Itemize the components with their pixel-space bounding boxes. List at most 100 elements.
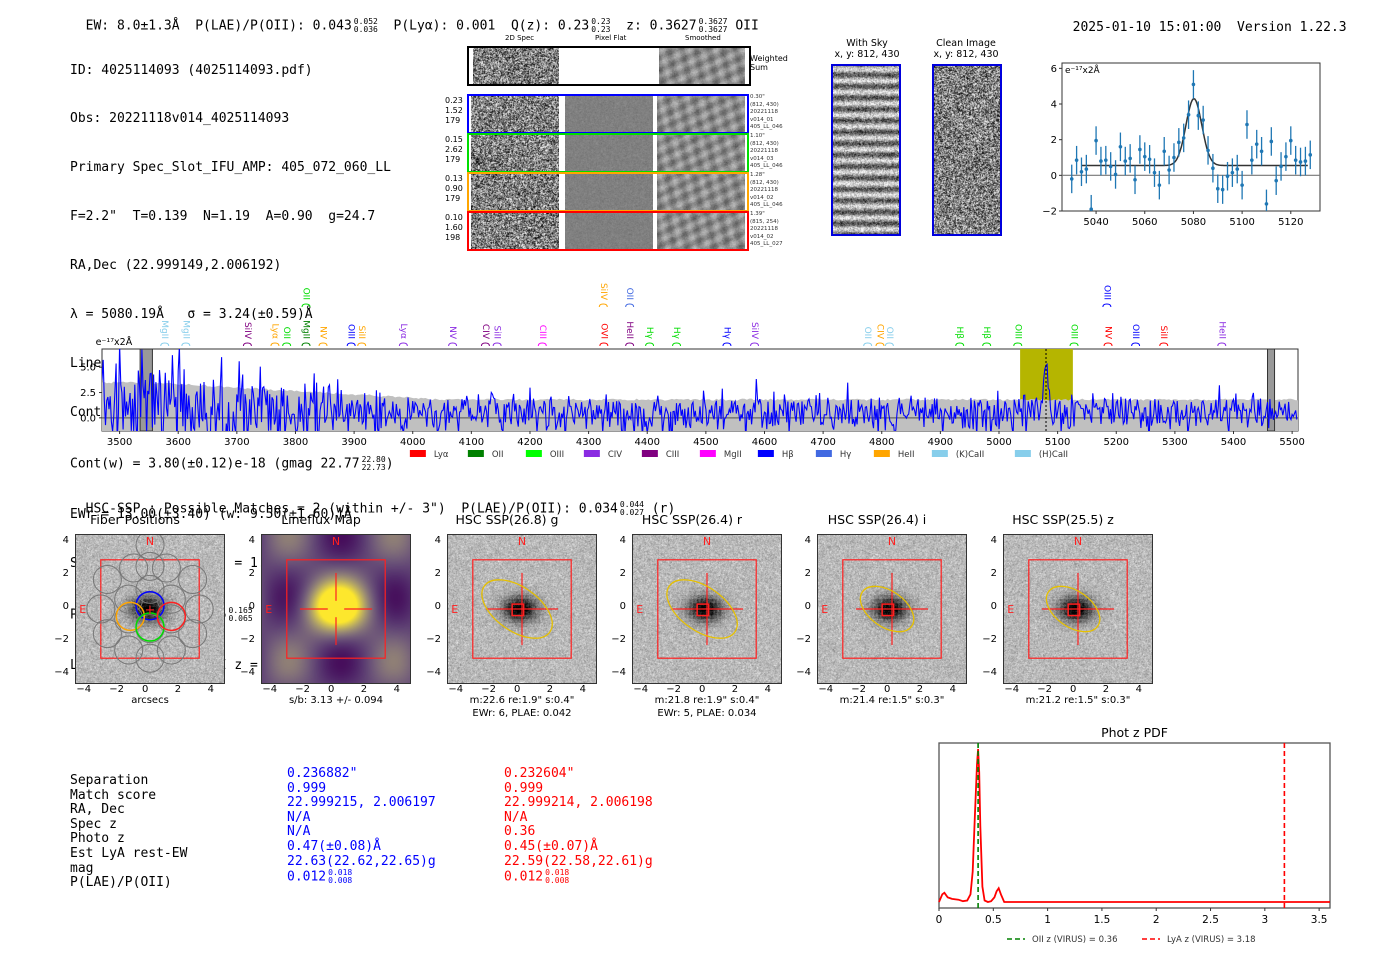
match-label: RA, Dec: [70, 802, 125, 818]
fiber-circle: [135, 614, 165, 644]
x-tick-label: 0: [884, 684, 891, 695]
y-tick-label: 4: [804, 535, 811, 547]
x-tick-label: 4: [393, 684, 400, 695]
x-tick-label: 0: [514, 684, 521, 695]
data-point: [1172, 143, 1176, 172]
fiber-circle: [156, 584, 186, 614]
legend-item: LyA z (VIRUS) = 3.18: [1142, 935, 1256, 945]
emission-line-label: OII: [884, 327, 894, 339]
east-label: E: [79, 603, 86, 616]
clean-image: [932, 64, 1002, 236]
x-tick-label: 4300: [576, 437, 601, 448]
source-ellipse: [1045, 585, 1101, 633]
emission-line-marker: OIII: [1069, 324, 1079, 347]
emission-line-marker: OIII: [1130, 324, 1140, 347]
y-axis: 4 2 0 −2 −4: [602, 534, 630, 684]
x-tick-label: 4: [1135, 684, 1142, 695]
weighted-smoothed-image: [659, 48, 745, 84]
y-tick-label: −4: [611, 666, 626, 678]
legend-item: OII z (VIRUS) = 0.36: [1007, 935, 1118, 945]
y-tick-label: −2: [982, 633, 997, 645]
x-tick-label: −4: [76, 684, 92, 695]
panel-caption: arcsecs: [131, 695, 169, 706]
data-point: [1089, 194, 1094, 212]
emission-line-marker: SiIV: [598, 283, 608, 308]
y-tick-label: 4: [990, 535, 997, 547]
x-tick-label: −4: [262, 684, 278, 695]
row-2dspec-image: [471, 96, 559, 132]
x-tick-label: −2: [481, 684, 496, 695]
emission-line-label: OII: [281, 327, 291, 339]
match-label: Match score: [70, 787, 157, 803]
data-point: [1293, 145, 1298, 175]
plot-frame: [1061, 62, 1321, 212]
svg-text:Hγ: Hγ: [840, 450, 851, 460]
y-tick-label: 2: [434, 568, 441, 580]
fiber-circle: [114, 604, 144, 634]
data-point: [1288, 126, 1293, 155]
match-value: 0.36: [504, 824, 536, 840]
panel-overlay: NE: [265, 535, 386, 659]
data-point: [1269, 127, 1274, 156]
data-point: [1079, 157, 1084, 187]
aperture-box: [842, 559, 942, 659]
x-axis: −4 −2 0 2 4: [261, 684, 411, 698]
data-point: [1230, 158, 1235, 187]
x-tick-label: 4: [764, 684, 771, 695]
y-tick-label: 4: [434, 535, 441, 547]
y-tick-label: 0: [434, 601, 441, 612]
header-plae-range: 0.052 0.036: [353, 17, 378, 34]
data-point: [1157, 170, 1162, 200]
x-tick-label: −2: [109, 684, 124, 695]
emission-line-marker: SiIV: [242, 322, 252, 347]
emission-line-label: OIII: [1069, 324, 1079, 339]
row-right-meta: 0.30" (812, 430) 20221118 v014_01 405_LL_046: [750, 94, 783, 130]
spec2d-panel: 2D Spec Pixel Flat Smoothed Weighted Sum…: [445, 30, 795, 260]
x-tick-label: 2: [916, 684, 924, 695]
match-label: Photo z: [70, 831, 125, 847]
data-point: [1069, 164, 1074, 194]
match-value: 22.59(22.58,22.61)g: [504, 853, 653, 869]
emission-line-label: Hγ: [721, 327, 731, 340]
x-tick-label: 2: [546, 684, 554, 695]
svg-text:LyA z (VIRUS) = 3.18: LyA z (VIRUS) = 3.18: [1167, 935, 1256, 945]
panel-overlay: NE: [636, 535, 757, 659]
y-axis: 4 2 0 −2 −4: [45, 534, 73, 684]
emission-line-marker: SiII: [356, 325, 367, 347]
north-label: N: [332, 535, 340, 548]
header-plae: P(LAE)/P(OII): 0.043: [195, 18, 352, 34]
emission-line-label: MgII: [159, 320, 169, 339]
source-ellipse: [481, 579, 553, 639]
panel-title: HSC SSP(26.8) g: [455, 512, 559, 527]
x-tick-label: 4800: [869, 437, 894, 448]
x-tick-label: 5300: [1162, 437, 1187, 448]
emission-line-marker: Hγ: [721, 327, 732, 347]
header-z-range: 0.3627 0.3627: [698, 17, 728, 34]
row-left-stats: 0.23 1.52 179: [445, 96, 463, 125]
y-tick-label: 4: [62, 535, 69, 547]
x-tick-label: 4: [207, 684, 214, 695]
panel-title: HSC SSP(26.4) r: [641, 512, 743, 527]
data-point: [1264, 189, 1269, 211]
emission-line-label: NV: [1103, 326, 1113, 340]
emission-line-label: SiIV: [749, 322, 759, 340]
emission-line-label: MgII: [301, 320, 311, 339]
panel-overlay: N E +: [79, 535, 214, 673]
source-box: [511, 603, 525, 617]
emission-line-label: Lyα: [269, 324, 279, 340]
panel-caption: m:21.8 re:1.9" s:0.4": [654, 695, 760, 706]
east-label: E: [1007, 603, 1014, 616]
emission-line-label: NV: [318, 326, 328, 340]
legend-item: CIII: [641, 450, 679, 460]
data-point: [1298, 147, 1303, 177]
row-left-stats: 0.15 2.62 179: [445, 135, 463, 164]
x-tick-label: 2: [731, 684, 739, 695]
x-tick-label: 5060: [1132, 217, 1157, 228]
data-point: [1201, 105, 1205, 135]
data-point: [1206, 136, 1210, 165]
y-tick-label: 2: [1051, 135, 1057, 146]
y-tick-label: −4: [240, 666, 255, 678]
north-label: N: [1074, 535, 1082, 548]
emission-line-marker: NV: [447, 326, 457, 347]
header-z: z: 0.3627: [626, 18, 697, 34]
